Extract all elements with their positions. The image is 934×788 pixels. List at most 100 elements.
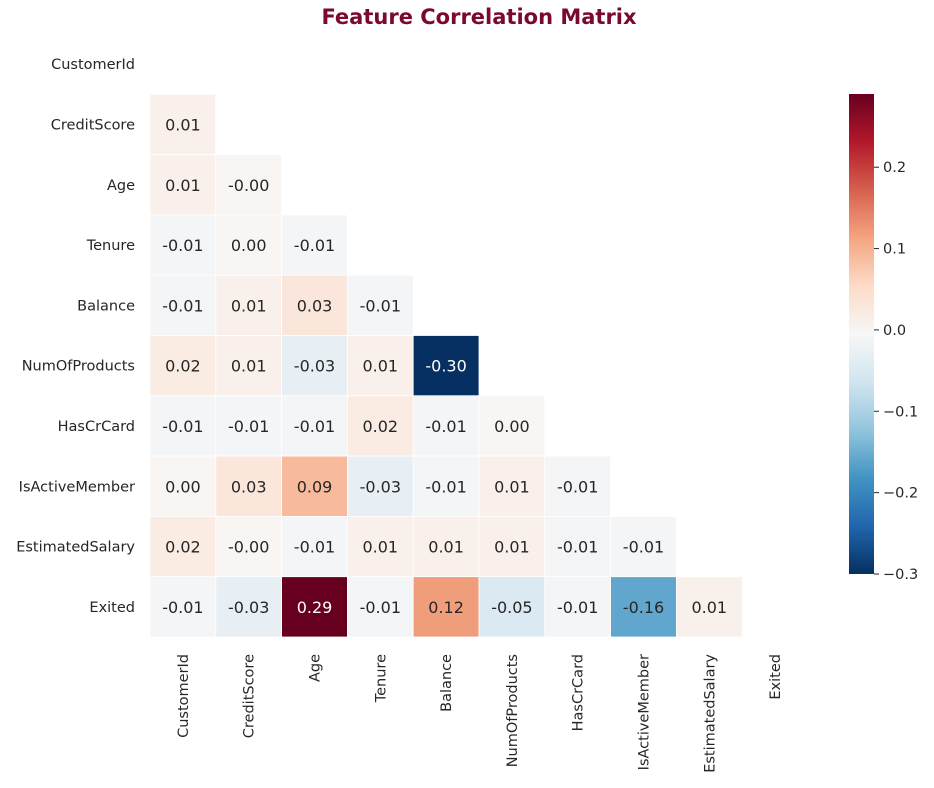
cell-annotation: -0.01 — [425, 477, 466, 496]
heatmap-cell — [412, 335, 480, 397]
cell-annotation: 0.02 — [165, 357, 201, 376]
cell-annotation: -0.03 — [228, 598, 269, 617]
heatmap-cell — [215, 576, 283, 638]
heatmap-cell — [478, 576, 546, 638]
cell-annotation: -0.01 — [162, 296, 203, 315]
heatmap-cell — [281, 335, 348, 397]
y-tick-label: CreditScore — [51, 117, 135, 133]
cell-annotation: -0.16 — [623, 598, 664, 617]
heatmap-cell — [281, 516, 348, 578]
y-tick-label: IsActiveMember — [19, 479, 135, 495]
y-tick-label: NumOfProducts — [22, 359, 135, 375]
cell-annotation: -0.01 — [294, 236, 335, 255]
cell-annotation: 0.12 — [428, 598, 464, 617]
cell-annotation: 0.01 — [691, 598, 727, 617]
cell-annotation: -0.01 — [294, 417, 335, 436]
cell-annotation: -0.01 — [228, 417, 269, 436]
x-tick-label: Tenure — [373, 654, 389, 703]
heatmap-cell — [544, 455, 611, 517]
cell-annotation: 0.03 — [297, 296, 333, 315]
cell-annotation: 0.01 — [231, 296, 267, 315]
heatmap-cell — [346, 395, 414, 457]
colorbar-tick-label: −0.2 — [883, 486, 918, 502]
x-tick-label: Age — [308, 654, 324, 682]
heatmap-cell — [215, 335, 283, 397]
x-tick-labels: CustomerId CreditScore Age Tenure Balance Num… — [176, 654, 784, 773]
cell-annotation: 0.00 — [494, 417, 530, 436]
heatmap-cell — [215, 395, 283, 457]
cell-annotation: -0.30 — [425, 357, 466, 376]
cell-annotation: -0.01 — [557, 538, 598, 557]
colorbar-gradient — [849, 94, 874, 574]
heatmap-cell — [149, 395, 217, 457]
cell-annotation: -0.03 — [294, 357, 335, 376]
heatmap-cell — [149, 576, 217, 638]
cell-annotation: 0.01 — [362, 357, 398, 376]
cell-annotation: -0.01 — [360, 296, 401, 315]
heatmap-cell — [281, 214, 348, 276]
cell-annotation: 0.01 — [494, 477, 530, 496]
cell-annotation: -0.01 — [425, 417, 466, 436]
heatmap-annotations: 0.01 0.01 -0.00 -0.01 0.00 -0.01 -0.01 0.01 0.03… — [162, 115, 727, 616]
heatmap-cell — [346, 576, 414, 638]
cell-annotation: -0.01 — [162, 598, 203, 617]
heatmap-cell — [346, 455, 414, 517]
x-tick-label: EstimatedSalary — [702, 654, 718, 773]
cell-annotation: 0.02 — [165, 538, 201, 557]
cell-annotation: -0.03 — [360, 477, 401, 496]
cell-annotation: -0.01 — [557, 477, 598, 496]
x-tick-label: CustomerId — [176, 654, 192, 738]
y-tick-label: Balance — [77, 298, 135, 314]
cell-annotation: 0.01 — [428, 538, 464, 557]
heatmap-cell — [478, 455, 546, 517]
cell-annotation: 0.01 — [362, 538, 398, 557]
cell-annotation: 0.01 — [165, 115, 201, 134]
cell-annotation: 0.02 — [362, 417, 398, 436]
cell-annotation: -0.00 — [228, 538, 269, 557]
colorbar-tick-label: −0.3 — [883, 567, 918, 583]
x-tick-label: NumOfProducts — [505, 654, 521, 767]
heatmap-cell — [215, 274, 283, 336]
x-tick-label: IsActiveMember — [637, 654, 653, 770]
cell-annotation: 0.01 — [231, 357, 267, 376]
colorbar-tick-label: 0.2 — [883, 160, 906, 176]
cell-annotation: -0.01 — [162, 236, 203, 255]
heatmap-cell — [149, 516, 217, 578]
heatmap-cell — [544, 516, 611, 578]
heatmap-cell — [412, 576, 480, 638]
heatmap-cell — [149, 455, 217, 517]
cell-annotation: -0.01 — [557, 598, 598, 617]
heatmap-cell — [149, 93, 217, 156]
heatmap-cell — [346, 274, 414, 336]
cell-annotation: 0.09 — [297, 477, 333, 496]
heatmap-cell — [676, 576, 743, 638]
y-tick-label: EstimatedSalary — [16, 540, 135, 556]
heatmap-cell — [610, 516, 677, 578]
cell-annotation: -0.01 — [623, 538, 664, 557]
heatmap-cell — [215, 154, 283, 216]
cell-annotation: 0.03 — [231, 477, 267, 496]
x-tick-label: Balance — [439, 654, 455, 712]
cell-annotation: 0.00 — [165, 477, 201, 496]
heatmap-cell — [281, 576, 348, 638]
cell-annotation: 0.01 — [494, 538, 530, 557]
colorbar-tick-label: −0.1 — [883, 404, 918, 420]
heatmap-cell — [149, 214, 217, 276]
heatmap-cell — [544, 576, 611, 638]
heatmap-cell — [149, 154, 217, 216]
y-tick-label: Age — [107, 178, 135, 194]
colorbar-tick-label: 0.1 — [883, 242, 906, 258]
cell-annotation: 0.00 — [231, 236, 267, 255]
y-tick-label: Exited — [89, 600, 135, 616]
cell-annotation: 0.29 — [297, 598, 333, 617]
y-tick-label: Tenure — [86, 238, 135, 254]
x-tick-label: HasCrCard — [571, 654, 587, 731]
y-tick-label: CustomerId — [51, 57, 135, 73]
heatmap-cell — [215, 455, 283, 517]
cell-annotation: -0.01 — [162, 417, 203, 436]
cell-annotation: 0.01 — [165, 176, 201, 195]
heatmap-cells — [149, 93, 743, 638]
cell-annotation: -0.00 — [228, 176, 269, 195]
heatmap-cell — [346, 335, 414, 397]
